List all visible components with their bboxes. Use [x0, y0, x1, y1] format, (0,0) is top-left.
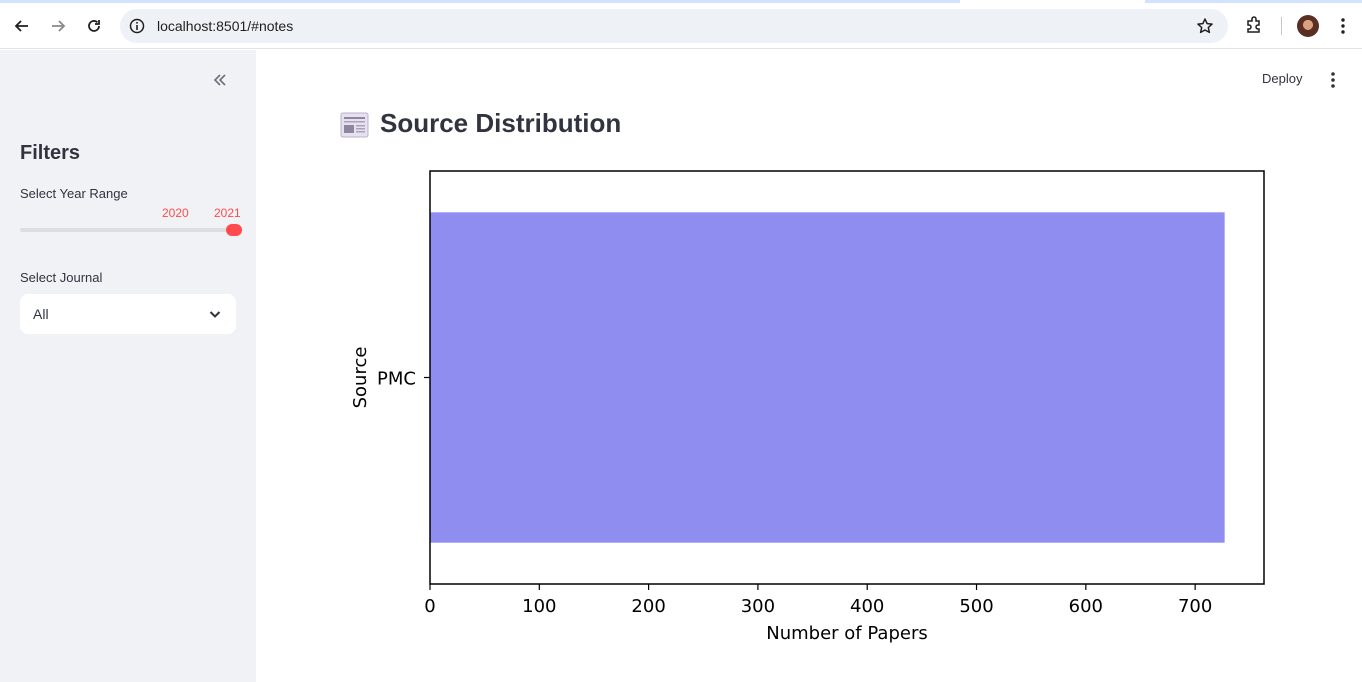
year-range-slider-thumb[interactable] — [226, 224, 242, 236]
x-axis-label: Number of Papers — [766, 623, 927, 644]
x-tick-label-500: 500 — [959, 596, 993, 617]
deploy-button[interactable]: Deploy — [1262, 71, 1303, 86]
bar-pmc — [430, 212, 1225, 543]
url-text[interactable]: localhost:8501/#notes — [157, 18, 294, 34]
toolbar-separator — [1281, 17, 1282, 35]
plot-frame — [429, 170, 1265, 585]
browser-menu-icon[interactable] — [1334, 16, 1352, 36]
back-icon[interactable] — [10, 14, 34, 38]
source-distribution-chart: PMC 0 100 200 300 400 500 600 700 Number of Paper… — [350, 170, 1265, 644]
chevron-down-icon — [208, 307, 222, 321]
inactive-tab-indicator — [1145, 0, 1362, 3]
x-tick-label-0: 0 — [424, 596, 435, 617]
profile-avatar[interactable] — [1297, 15, 1319, 37]
journal-select-label: Select Journal — [20, 270, 103, 285]
x-tick-label-300: 300 — [741, 596, 775, 617]
app-menu-icon[interactable] — [1326, 70, 1340, 90]
year-range-label: Select Year Range — [20, 186, 128, 201]
active-tab-indicator — [0, 0, 960, 3]
address-bar[interactable]: localhost:8501/#notes — [120, 9, 1228, 43]
x-tick-label-200: 200 — [631, 596, 665, 617]
x-tick-label-600: 600 — [1069, 596, 1103, 617]
year-range-slider-track[interactable] — [20, 228, 242, 232]
y-axis-label: Source — [350, 347, 371, 409]
newspaper-icon — [340, 111, 370, 139]
browser-toolbar: localhost:8501/#notes — [0, 3, 1362, 49]
sidebar: Filters Select Year Range 2020 2021 Sele… — [0, 50, 256, 682]
y-tick-label-pmc: PMC — [377, 369, 416, 390]
reload-icon[interactable] — [82, 14, 106, 38]
year-range-min-value: 2020 — [162, 206, 189, 220]
journal-select[interactable]: All — [20, 294, 236, 334]
year-range-max-value: 2021 — [214, 206, 241, 220]
journal-select-value: All — [33, 306, 49, 322]
bookmark-star-icon[interactable] — [1196, 17, 1214, 35]
x-tick-label-100: 100 — [522, 596, 556, 617]
collapse-sidebar-icon[interactable] — [210, 70, 230, 90]
site-info-icon[interactable] — [129, 18, 145, 34]
x-tick-label-700: 700 — [1178, 596, 1212, 617]
tab-strip — [0, 0, 1362, 3]
extensions-icon[interactable] — [1244, 15, 1264, 35]
x-tick-label-400: 400 — [850, 596, 884, 617]
filters-heading: Filters — [20, 142, 81, 164]
page-title: Source Distribution — [380, 108, 622, 138]
forward-icon[interactable] — [46, 14, 70, 38]
